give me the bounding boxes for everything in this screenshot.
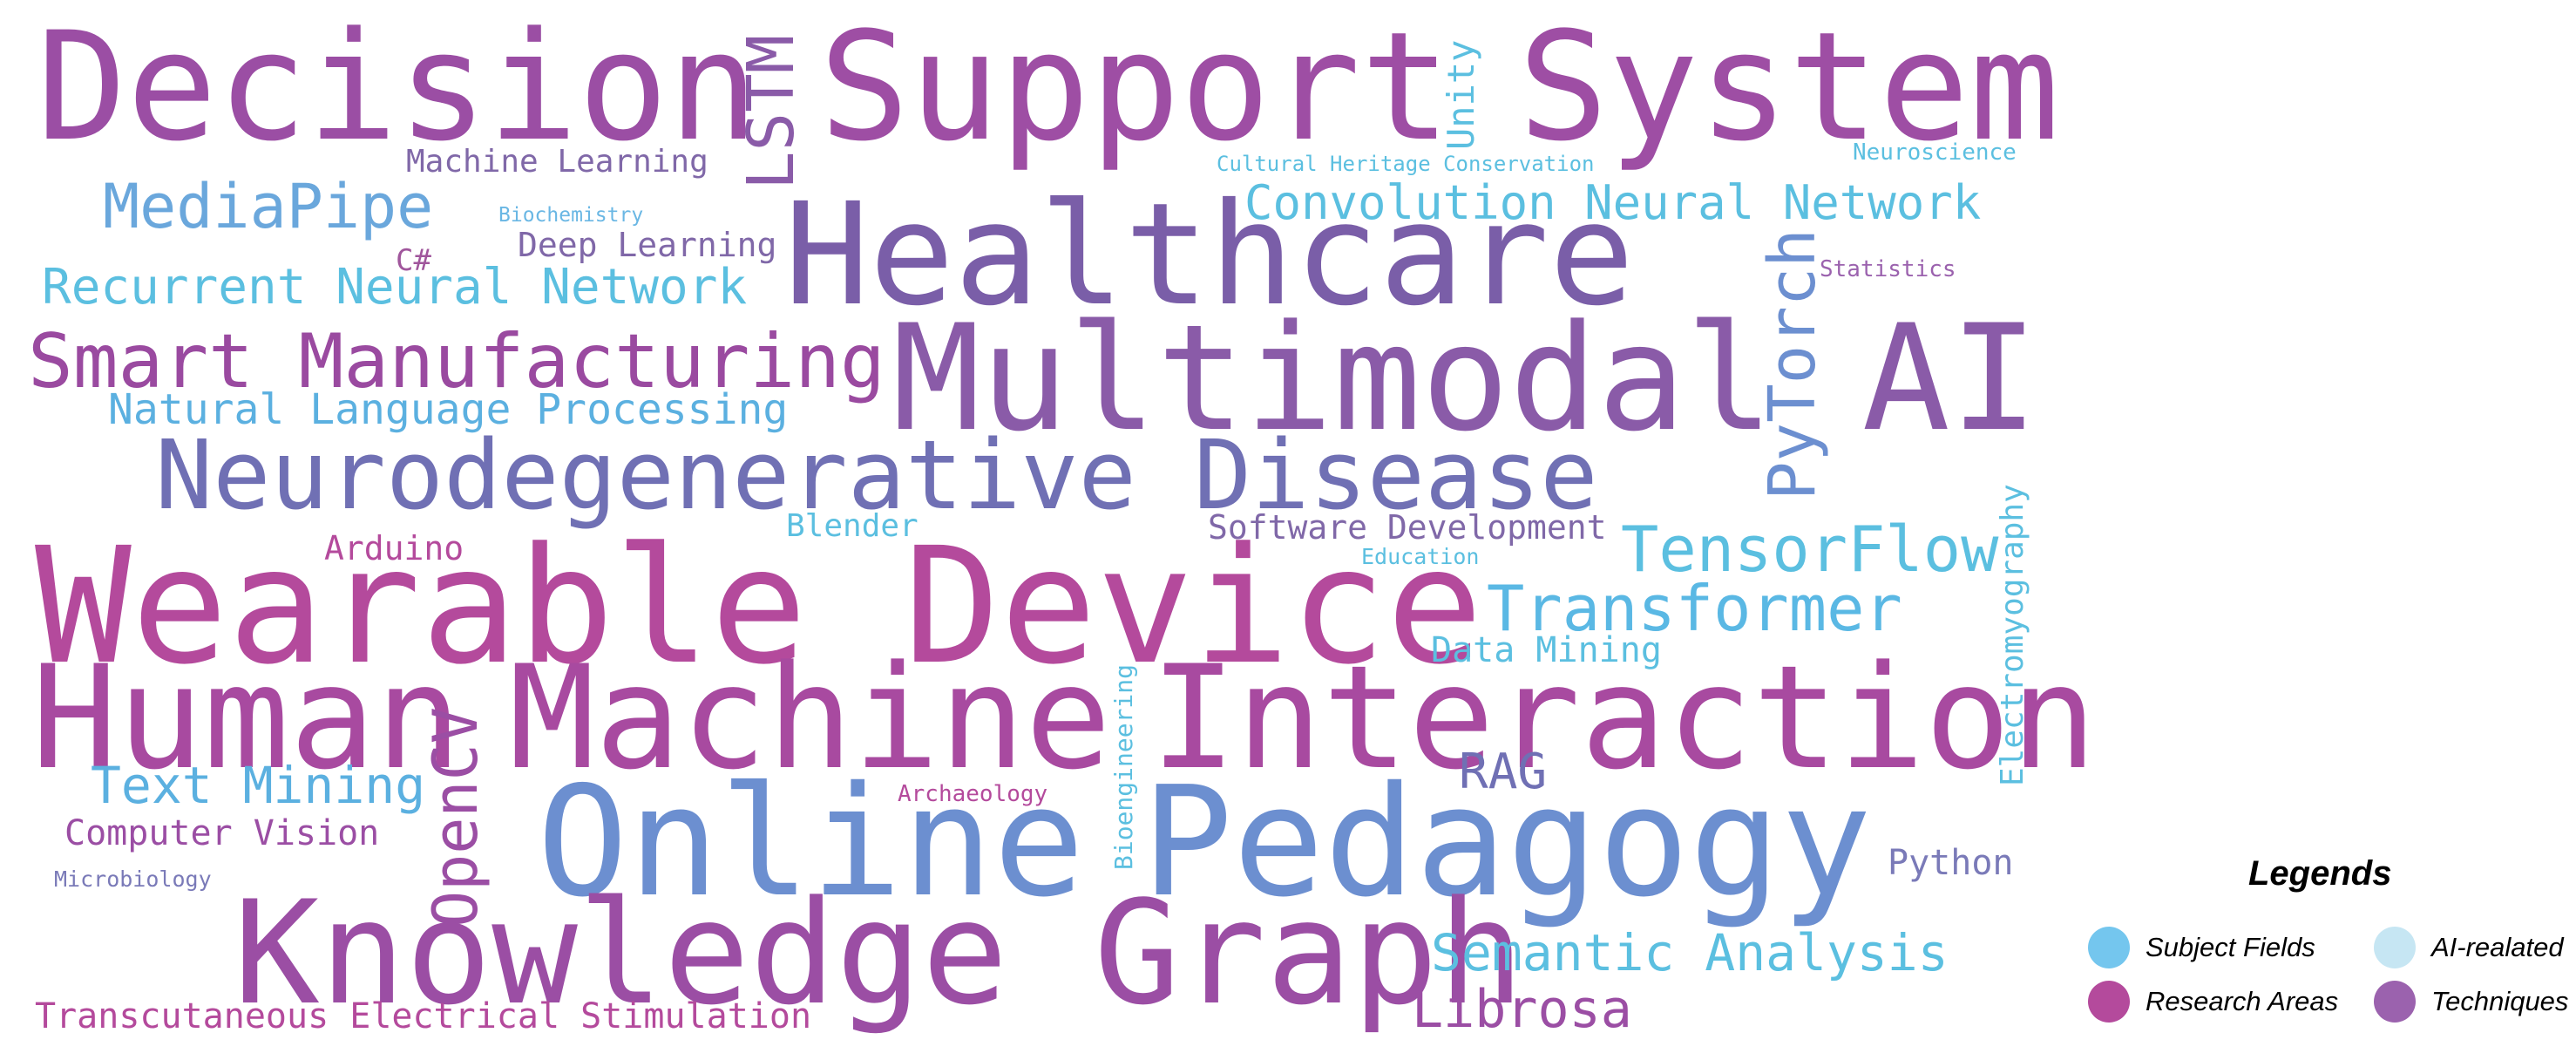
word-human: Human (31, 635, 462, 801)
word-recurrent-neural-network: Recurrent Neural Network (42, 259, 748, 316)
word-biochemistry: Biochemistry (498, 204, 644, 227)
legend-dot-icon (2088, 981, 2130, 1023)
legend-dot-icon (2374, 981, 2416, 1023)
word-transcutaneous-electrical-stimulation: Transcutaneous Electrical Stimulation (35, 996, 812, 1036)
word-deep-learning: Deep Learning (518, 226, 777, 264)
legend-label: Techniques (2431, 986, 2569, 1016)
word-mediapipe: MediaPipe (103, 171, 434, 242)
word-arduino: Arduino (324, 529, 464, 567)
word-microbiology: Microbiology (54, 866, 212, 892)
word-interaction: Interaction (1150, 635, 2098, 801)
word-data-mining: Data Mining (1431, 630, 1662, 670)
word-semantic-analysis: Semantic Analysis (1431, 923, 1949, 982)
word-cultural-heritage-conservation: Cultural Heritage Conservation (1217, 152, 1595, 176)
word-convolution-neural-network: Convolution Neural Network (1244, 175, 1982, 230)
word-education: Education (1361, 544, 1480, 569)
word-system: System (1518, 0, 2060, 174)
word-neuroscience: Neuroscience (1853, 139, 2017, 166)
word-computer-vision: Computer Vision (64, 813, 380, 853)
word-tensorflow: TensorFlow (1621, 513, 1999, 586)
word-statistics: Statistics (1820, 256, 1956, 282)
word-lstm: LSTM (734, 34, 809, 190)
word-neurodegenerative-disease: Neurodegenerative Disease (155, 419, 1598, 531)
word-software-development: Software Development (1208, 508, 1607, 547)
word-machine: Machine (509, 635, 1112, 801)
legend: Legends Subject Fields AI-realated Resea… (2074, 850, 2576, 1042)
word-smart-manufacturing: Smart Manufacturing (28, 318, 885, 405)
word-bioengineering: Bioengineering (1109, 663, 1138, 870)
word-text-mining: Text Mining (91, 756, 426, 815)
legend-title: Legends (2248, 854, 2392, 893)
word-python: Python (1888, 843, 2014, 883)
word-healthcare: Healthcare (784, 173, 1635, 337)
legend-label: Research Areas (2146, 986, 2339, 1016)
word-online: Online (537, 754, 1085, 931)
word-pedagogy: Pedagogy (1142, 754, 1873, 931)
word-support: Support (819, 0, 1451, 174)
word-natural-language-processing: Natural Language Processing (108, 385, 789, 434)
word-multimodal-ai: Multimodal AI (892, 293, 2038, 464)
word-archaeology: Archaeology (898, 781, 1048, 807)
word-knowledge-graph: Knowledge Graph (234, 870, 1525, 1036)
legend-dot-icon (2374, 927, 2416, 968)
legend-label: AI-realated (2431, 932, 2564, 962)
word-decision: Decision (37, 0, 759, 174)
word-machine-learning: Machine Learning (406, 144, 708, 180)
word-blender: Blender (786, 508, 919, 544)
word-unity: Unity (1440, 39, 1482, 150)
word-csharp: C# (396, 243, 431, 278)
word-rag: RAG (1459, 744, 1548, 800)
legend-label: Subject Fields (2146, 932, 2315, 962)
word-librosa: Librosa (1412, 979, 1632, 1040)
word-wearable-device: Wearable Device (35, 513, 1483, 700)
legend-dot-icon (2088, 927, 2130, 968)
word-transformer: Transformer (1487, 572, 1902, 645)
